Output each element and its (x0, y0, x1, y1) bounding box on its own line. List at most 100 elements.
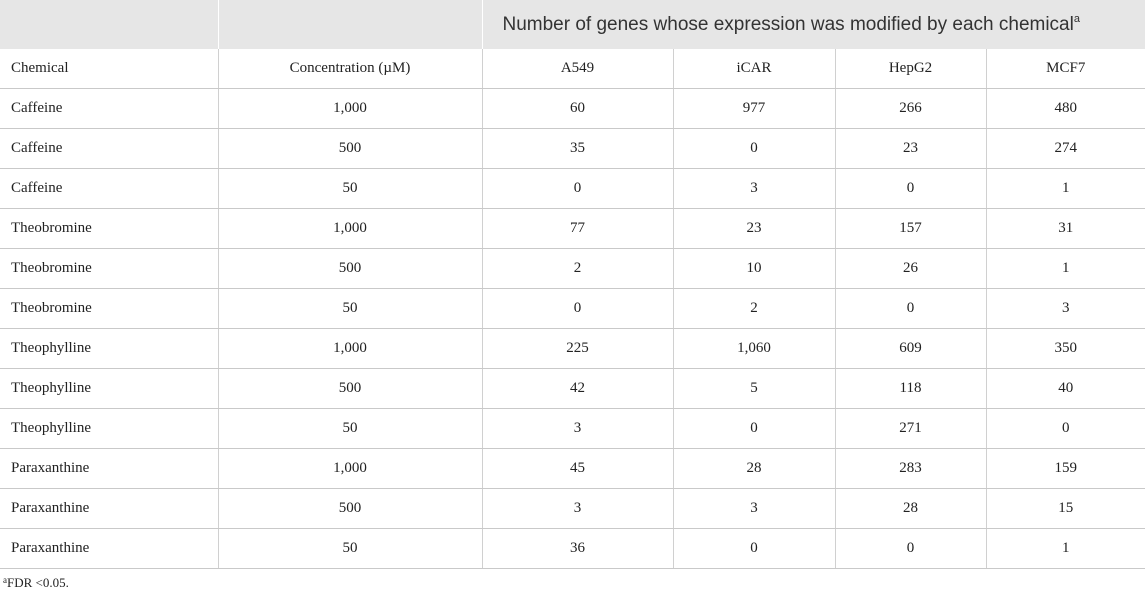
cell-hepg2: 23 (835, 128, 987, 169)
cell-icar: 0 (673, 408, 836, 449)
footnote-marker: a (1073, 13, 1080, 25)
cell-hepg2: 28 (835, 488, 987, 529)
column-header-icar: iCAR (673, 49, 836, 89)
data-table: Number of genes whose expression was mod… (0, 0, 1145, 569)
cell-icar: 2 (673, 288, 836, 329)
cell-a549: 77 (482, 208, 674, 249)
table-row: Paraxanthine 50 36 0 0 1 (0, 528, 1145, 569)
cell-chemical: Theophylline (0, 408, 219, 449)
cell-concentration: 500 (218, 248, 483, 289)
cell-icar: 977 (673, 88, 836, 129)
cell-chemical: Caffeine (0, 128, 219, 169)
cell-concentration: 1,000 (218, 88, 483, 129)
cell-mcf7: 159 (986, 448, 1145, 489)
cell-a549: 3 (482, 408, 674, 449)
cell-mcf7: 31 (986, 208, 1145, 249)
cell-hepg2: 118 (835, 368, 987, 409)
cell-a549: 225 (482, 328, 674, 369)
group-header-text: Number of genes whose expression was mod… (502, 14, 1074, 35)
column-header-concentration: Concentration (µM) (218, 49, 483, 89)
group-header-row: Number of genes whose expression was mod… (0, 0, 1145, 49)
cell-a549: 36 (482, 528, 674, 569)
cell-concentration: 1,000 (218, 448, 483, 489)
column-header-mcf7: MCF7 (986, 49, 1145, 89)
table-row: Theobromine 500 2 10 26 1 (0, 248, 1145, 289)
cell-hepg2: 266 (835, 88, 987, 129)
cell-concentration: 500 (218, 488, 483, 529)
footnote-text: FDR <0.05. (7, 575, 69, 590)
cell-a549: 0 (482, 288, 674, 329)
cell-chemical: Theobromine (0, 208, 219, 249)
cell-concentration: 1,000 (218, 328, 483, 369)
table-row: Theophylline 500 42 5 118 40 (0, 368, 1145, 409)
cell-concentration: 50 (218, 408, 483, 449)
table-row: Theobromine 1,000 77 23 157 31 (0, 208, 1145, 249)
cell-mcf7: 3 (986, 288, 1145, 329)
cell-icar: 28 (673, 448, 836, 489)
cell-hepg2: 271 (835, 408, 987, 449)
footnote-marker: a (3, 575, 7, 585)
cell-hepg2: 0 (835, 288, 987, 329)
cell-a549: 60 (482, 88, 674, 129)
cell-concentration: 500 (218, 128, 483, 169)
cell-mcf7: 1 (986, 528, 1145, 569)
table-row: Theophylline 50 3 0 271 0 (0, 408, 1145, 449)
cell-icar: 0 (673, 528, 836, 569)
header-spacer (0, 0, 219, 49)
table-row: Caffeine 500 35 0 23 274 (0, 128, 1145, 169)
cell-chemical: Caffeine (0, 88, 219, 129)
cell-mcf7: 1 (986, 248, 1145, 289)
cell-chemical: Theobromine (0, 288, 219, 329)
cell-concentration: 50 (218, 528, 483, 569)
cell-a549: 2 (482, 248, 674, 289)
cell-chemical: Theophylline (0, 328, 219, 369)
cell-chemical: Theobromine (0, 248, 219, 289)
cell-chemical: Paraxanthine (0, 488, 219, 529)
cell-icar: 5 (673, 368, 836, 409)
cell-chemical: Paraxanthine (0, 448, 219, 489)
cell-concentration: 50 (218, 288, 483, 329)
cell-mcf7: 480 (986, 88, 1145, 129)
table-row: Paraxanthine 500 3 3 28 15 (0, 488, 1145, 529)
cell-mcf7: 15 (986, 488, 1145, 529)
cell-a549: 35 (482, 128, 674, 169)
cell-chemical: Paraxanthine (0, 528, 219, 569)
cell-concentration: 50 (218, 168, 483, 209)
cell-icar: 23 (673, 208, 836, 249)
cell-chemical: Caffeine (0, 168, 219, 209)
cell-chemical: Theophylline (0, 368, 219, 409)
cell-hepg2: 26 (835, 248, 987, 289)
cell-icar: 3 (673, 168, 836, 209)
cell-hepg2: 609 (835, 328, 987, 369)
table-row: Caffeine 50 0 3 0 1 (0, 168, 1145, 209)
header-spacer (218, 0, 483, 49)
cell-mcf7: 350 (986, 328, 1145, 369)
cell-hepg2: 0 (835, 168, 987, 209)
cell-icar: 1,060 (673, 328, 836, 369)
cell-icar: 0 (673, 128, 836, 169)
table-row: Caffeine 1,000 60 977 266 480 (0, 88, 1145, 129)
table-row: Theobromine 50 0 2 0 3 (0, 288, 1145, 329)
table-row: Theophylline 1,000 225 1,060 609 350 (0, 328, 1145, 369)
cell-concentration: 500 (218, 368, 483, 409)
table-row: Paraxanthine 1,000 45 28 283 159 (0, 448, 1145, 489)
group-header: Number of genes whose expression was mod… (482, 0, 1145, 49)
column-header-row: Chemical Concentration (µM) A549 iCAR He… (0, 49, 1145, 89)
column-header-chemical: Chemical (0, 49, 219, 89)
cell-a549: 42 (482, 368, 674, 409)
cell-hepg2: 283 (835, 448, 987, 489)
cell-a549: 3 (482, 488, 674, 529)
cell-a549: 0 (482, 168, 674, 209)
cell-icar: 10 (673, 248, 836, 289)
cell-mcf7: 1 (986, 168, 1145, 209)
cell-icar: 3 (673, 488, 836, 529)
cell-hepg2: 0 (835, 528, 987, 569)
cell-mcf7: 40 (986, 368, 1145, 409)
table-body: Caffeine 1,000 60 977 266 480 Caffeine 5… (0, 88, 1145, 569)
cell-concentration: 1,000 (218, 208, 483, 249)
table-footnote: aFDR <0.05. (0, 575, 1145, 591)
cell-hepg2: 157 (835, 208, 987, 249)
column-header-hepg2: HepG2 (835, 49, 987, 89)
cell-mcf7: 0 (986, 408, 1145, 449)
cell-mcf7: 274 (986, 128, 1145, 169)
